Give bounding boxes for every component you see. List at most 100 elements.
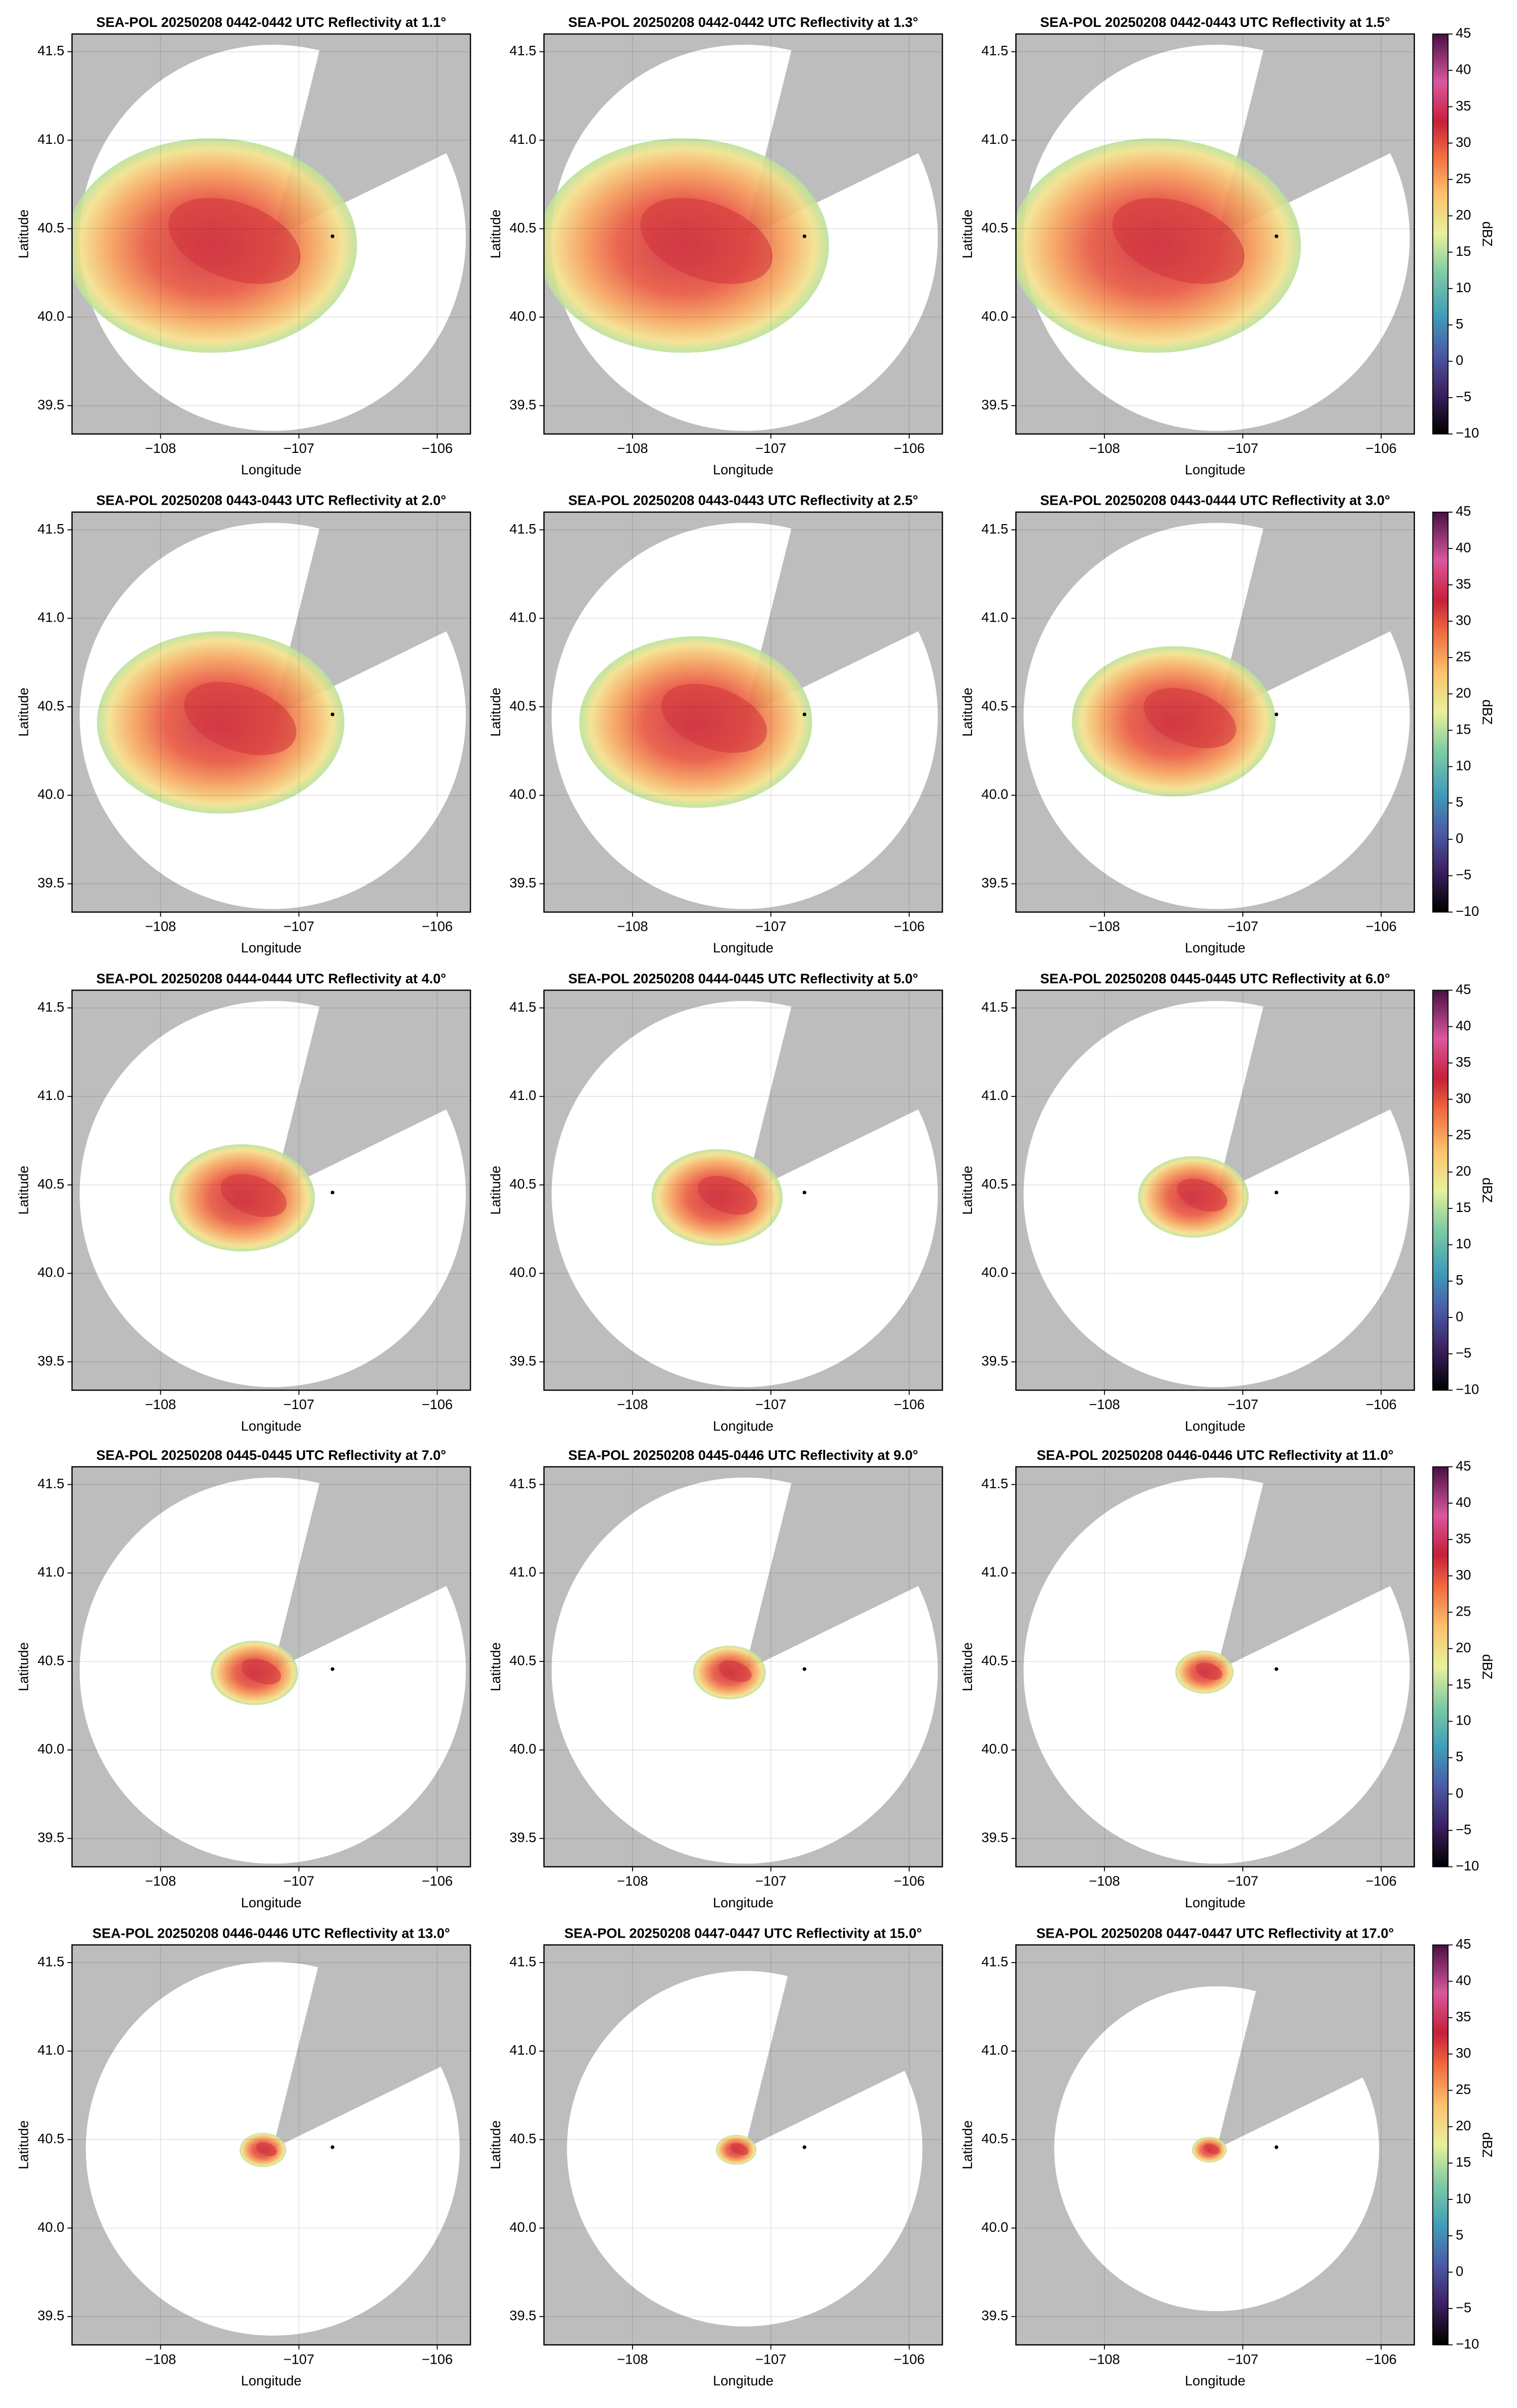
x-tick-label: −108 [145,1397,176,1412]
y-tick-label: 40.0 [37,309,64,324]
panel: −108 −107 −106 39.5 40.0 40.5 41.0 41.5 SEA-POL … [16,1925,471,2388]
plot-area [543,1467,943,1867]
colorbar-tick-label: 40 [1456,62,1471,77]
plot-area [72,990,471,1391]
colorbar-tick-label: 30 [1456,134,1471,150]
blocked-sector [1216,1468,1398,1671]
x-tick-label: −106 [1366,1873,1397,1889]
plot-area [1016,990,1414,1391]
colorbar-tick-label: 35 [1456,576,1471,591]
chart-title: SEA-POL 20250208 0447-0447 UTC Reflectiv… [564,1925,922,1941]
axes-frame [543,33,943,435]
plot-area [72,1945,471,2345]
axes-frame [1015,33,1415,435]
x-tick-label: −107 [1227,1397,1258,1412]
y-tick-label: 41.0 [510,131,537,147]
blocked-sector [1216,1976,1370,2149]
y-tick-label: 40.0 [510,1265,537,1280]
echo-core [241,1658,281,1685]
site-marker [330,1191,334,1195]
y-tick-label: 40.5 [981,2131,1008,2146]
panel: −108 −107 −106 39.5 40.0 40.5 41.0 41.5 SEA-POL … [488,971,943,1433]
echo-core [1177,1179,1227,1212]
colorbar-tick-label: −5 [1456,2299,1472,2315]
plot-area [72,1467,471,1867]
axes-frame [1015,511,1415,913]
y-tick-label: 41.5 [37,999,64,1014]
colorbar-tick-label: 35 [1456,2009,1471,2024]
colorbar-tick-label: 15 [1456,1676,1471,1692]
colorbar-tick-label: 0 [1456,2263,1463,2279]
panel: −108 −107 −106 39.5 40.0 40.5 41.0 41.5 SEA-POL … [16,971,471,1433]
y-tick-label: 40.0 [510,1741,537,1756]
x-tick-label: −107 [756,1873,786,1889]
y-tick-label: 40.0 [981,1741,1008,1756]
blocked-sector [273,1468,453,1671]
y-tick-label: 39.5 [510,875,537,890]
x-tick-label: −106 [894,2351,925,2367]
echo-core [168,198,301,284]
x-axis-label: Longitude [713,1895,773,1910]
x-tick-label: −106 [422,1397,452,1412]
y-axis-label: Latitude [16,687,31,737]
y-tick-label: 40.5 [37,220,64,235]
y-tick-label: 39.5 [510,1830,537,1845]
colorbar-label: dBZ [1480,1178,1495,1203]
colorbar-tick-label: 5 [1456,1272,1463,1288]
y-axis-label: Latitude [960,1166,975,1215]
y-tick-label: 40.5 [510,1652,537,1668]
y-tick-label: 41.5 [510,521,537,537]
site-marker [802,1667,807,1671]
y-tick-label: 40.0 [37,1265,64,1280]
x-tick-label: −106 [1366,440,1397,456]
y-tick-label: 41.5 [981,999,1008,1014]
colorbar-tick-label: 0 [1456,831,1463,846]
y-tick-label: 40.0 [981,2219,1008,2235]
y-tick-label: 39.5 [981,2308,1008,2323]
y-tick-label: 39.5 [37,875,64,890]
x-tick-label: −106 [1366,1397,1397,1412]
y-tick-label: 41.5 [981,1954,1008,1969]
chart-title: SEA-POL 20250208 0445-0445 UTC Reflectiv… [96,1447,446,1463]
y-tick-label: 40.0 [510,786,537,802]
colorbar-tick-label: 20 [1456,2118,1471,2133]
colorbar-tick-label: 25 [1456,649,1471,664]
colorbar-tick-label: 25 [1456,2081,1471,2097]
colorbar-tick-label: 35 [1456,1054,1471,1070]
x-axis-label: Longitude [241,1895,302,1910]
site-marker [1274,1667,1279,1671]
y-tick-label: 41.5 [510,43,537,58]
colorbar-tick-label: 45 [1456,1458,1471,1473]
colorbar-tick-label: 5 [1456,794,1463,810]
axes-frame [71,1466,471,1867]
panel: −108 −107 −106 39.5 40.0 40.5 41.0 41.5 SEA-POL … [16,14,471,477]
plot-area [1016,34,1414,434]
echo-core [640,198,773,284]
y-axis-label: Latitude [960,1642,975,1692]
panel: −108 −107 −106 39.5 40.0 40.5 41.0 41.5 SEA-POL … [960,493,1495,956]
y-tick-label: 40.0 [981,309,1008,324]
site-marker [330,2145,334,2149]
colorbar-tick-label: −10 [1456,1381,1479,1397]
x-tick-label: −106 [1366,2351,1397,2367]
colorbar [1432,512,1449,913]
y-tick-label: 40.5 [510,1176,537,1192]
colorbar-tick-label: 45 [1456,982,1471,997]
y-tick-label: 41.0 [981,1088,1008,1103]
blocked-sector [745,1961,912,2149]
colorbar-label: dBZ [1480,699,1495,725]
x-tick-label: −107 [1227,1873,1258,1889]
x-tick-label: −106 [894,1397,925,1412]
colorbar-label: dBZ [1480,2132,1495,2158]
y-tick-label: 39.5 [981,875,1008,890]
colorbar-tick-label: 25 [1456,1127,1471,1142]
y-axis-label: Latitude [488,687,503,737]
panel: −108 −107 −106 39.5 40.0 40.5 41.0 41.5 SEA-POL … [960,1925,1495,2388]
axes-frame [1015,1466,1415,1867]
y-tick-label: 41.0 [510,610,537,625]
chart-title: SEA-POL 20250208 0447-0447 UTC Reflectiv… [1036,1925,1394,1941]
x-axis-label: Longitude [1185,1418,1246,1433]
y-tick-label: 40.5 [37,698,64,713]
y-tick-label: 41.5 [37,1476,64,1491]
y-axis-label: Latitude [960,687,975,737]
